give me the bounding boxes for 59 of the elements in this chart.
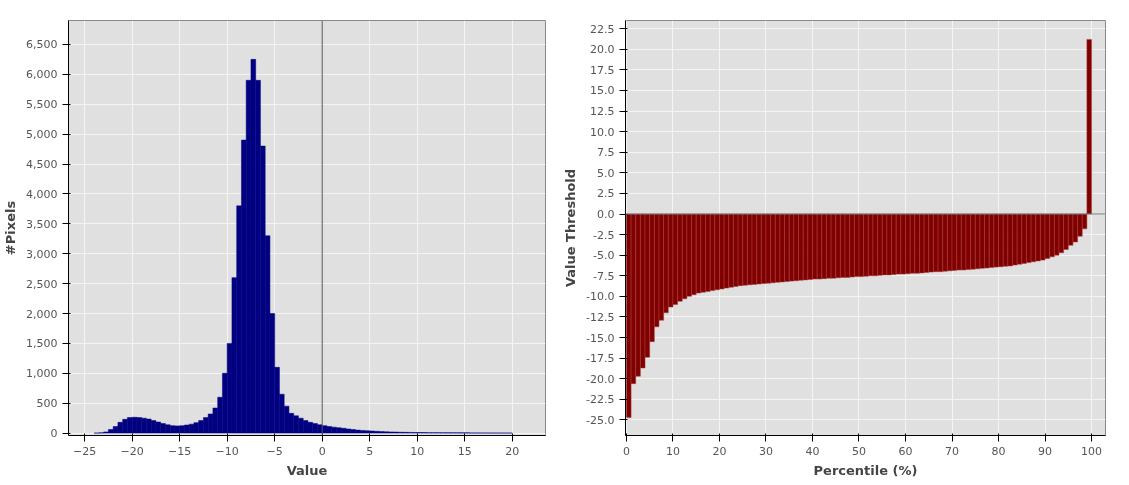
x-tick-label: 40 [805,444,820,458]
x-tick-label: 60 [898,444,913,458]
y-tick-label: 500 [36,397,58,411]
y-axis-title: #Pixels [3,200,19,256]
x-axis-title: Percentile (%) [813,462,918,478]
x-tick-label: 100 [1081,444,1103,458]
y-tick-label: 0 [50,427,58,441]
y-tick-label: -25.0 [586,413,615,427]
x-tick-label: 20 [505,444,520,458]
x-tick-label: −5 [266,444,283,458]
y-tick-label: 3,500 [26,217,58,231]
y-tick-label: 7.5 [597,146,615,160]
x-tick-label: 70 [945,444,960,458]
y-tick-label: -12.5 [586,310,615,324]
y-tick-label: -2.5 [593,228,615,242]
x-tick-label: 10 [410,444,425,458]
y-tick-label: 2,000 [26,307,58,321]
y-tick-label: 22.5 [590,22,615,36]
x-tick-label: 30 [758,444,773,458]
y-tick-label: 2.5 [597,187,615,201]
x-tick-label: 50 [851,444,866,458]
y-tick-label: 6,000 [26,68,58,82]
y-tick-label: 1,000 [26,367,58,381]
x-tick-label: 20 [712,444,727,458]
y-tick-label: 5,500 [26,98,58,112]
y-tick-label: -22.5 [586,393,615,407]
x-tick-label: 0 [622,444,630,458]
x-tick-label: −25 [73,444,97,458]
y-tick-label: -10.0 [586,290,615,304]
y-tick-label: -15.0 [586,331,615,345]
y-tick-label: 4,500 [26,158,58,172]
y-tick-label: 4,000 [26,187,58,201]
y-tick-label: 5.0 [597,166,615,180]
y-tick-label: 17.5 [590,63,615,77]
y-axis-title: Value Threshold [563,168,579,288]
y-tick-label: 12.5 [590,105,615,119]
y-tick-label: -17.5 [586,352,615,366]
x-tick-label: −15 [168,444,192,458]
y-tick-label: -20.0 [586,372,615,386]
y-tick-label: 0.0 [597,208,615,221]
y-tick-label: -5.0 [593,249,615,263]
x-tick-label: 5 [366,444,374,458]
x-tick-label: 10 [665,444,680,458]
y-tick-label: 2,500 [26,277,58,291]
y-tick-label: 6,500 [26,38,58,52]
x-axis-title: Value [286,462,328,478]
x-tick-label: 15 [457,444,472,458]
x-tick-label: −10 [215,444,239,458]
y-tick-label: 10.0 [590,125,615,139]
y-tick-label: 15.0 [590,84,615,98]
y-tick-label: 20.0 [590,43,615,57]
y-tick-label: 3,000 [26,247,58,261]
y-tick-label: 1,500 [26,337,58,351]
x-tick-label: −20 [120,444,144,458]
x-tick-label: 0 [318,444,326,458]
y-tick-label: -7.5 [593,269,615,283]
y-tick-label: 5,000 [26,128,58,142]
x-tick-label: 80 [991,444,1006,458]
x-tick-label: 90 [1038,444,1053,458]
